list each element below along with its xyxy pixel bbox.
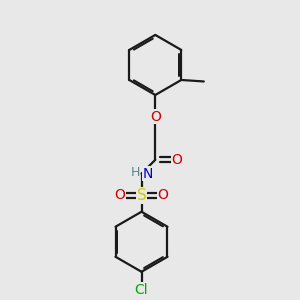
Text: H: H xyxy=(130,166,140,179)
Text: O: O xyxy=(158,188,169,202)
Text: N: N xyxy=(143,167,153,181)
Text: O: O xyxy=(172,153,182,167)
Text: O: O xyxy=(150,110,161,124)
Text: O: O xyxy=(114,188,125,202)
Text: Cl: Cl xyxy=(135,283,148,297)
Text: S: S xyxy=(136,188,146,203)
